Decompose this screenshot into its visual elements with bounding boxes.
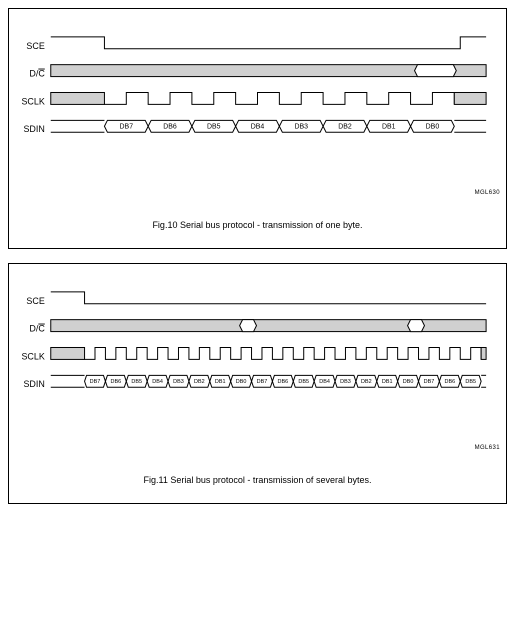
svg-text:SCE: SCE (26, 296, 44, 306)
data-bit-label: DB3 (173, 379, 184, 385)
data-bit-label: DB7 (257, 379, 268, 385)
data-bit-label: DB6 (111, 379, 122, 385)
data-bit-label: DB2 (194, 379, 205, 385)
data-bit-label: DB0 (403, 379, 414, 385)
data-bit-label: DB4 (251, 124, 265, 131)
data-bit-label: DB2 (361, 379, 372, 385)
data-bit-label: DB1 (215, 379, 226, 385)
data-bit-label: DB6 (278, 379, 289, 385)
data-bit-label: DB0 (236, 379, 247, 385)
data-bit-label: DB5 (131, 379, 142, 385)
data-bit-label: DB5 (207, 124, 221, 131)
data-bit-label: DB7 (424, 379, 435, 385)
data-bit-label: DB6 (163, 124, 177, 131)
svg-text:D/C: D/C (29, 323, 45, 333)
data-bit-label: DB7 (90, 379, 101, 385)
figure-11-panel: SCE D/C SCLK SDIN DB7 DB6 DB5 DB4 DB3 DB2 DB1 DB0 DB… (8, 263, 507, 504)
data-bit-label: DB5 (298, 379, 309, 385)
figure-10-caption: Fig.10 Serial bus protocol - transmissio… (9, 196, 506, 248)
data-bit-label: DB6 (445, 379, 456, 385)
svg-text:SCLK: SCLK (21, 96, 44, 106)
data-bit-label: DB0 (426, 124, 440, 131)
svg-text:SCLK: SCLK (21, 351, 44, 361)
data-bit-label: DB7 (120, 124, 134, 131)
figure-11-svg: SCE D/C SCLK SDIN DB7 DB6 DB5 DB4 DB3 DB2 DB1 DB0 DB… (9, 264, 506, 443)
figure-11-refcode: MGL631 (9, 443, 506, 451)
data-bit-label: DB3 (340, 379, 351, 385)
svg-text:SDIN: SDIN (23, 379, 44, 389)
data-bit-label: DB1 (382, 379, 393, 385)
svg-text:SDIN: SDIN (23, 124, 44, 134)
figure-11-timing: SCE D/C SCLK SDIN DB7 DB6 DB5 DB4 DB3 DB2 DB1 DB0 DB… (9, 264, 506, 443)
figure-10-refcode: MGL630 (9, 188, 506, 196)
data-bit-label: DB4 (319, 379, 330, 385)
figure-11-caption: Fig.11 Serial bus protocol - transmissio… (9, 451, 506, 503)
svg-text:D/C: D/C (29, 69, 45, 79)
data-bit-label: DB4 (152, 379, 163, 385)
data-bit-label: DB5 (465, 379, 476, 385)
figure-10-svg: SCE D/C SCLK SDIN DB7 DB6 DB5 DB4 DB3 DB2 DB1 DB0 (9, 9, 506, 188)
data-bit-label: DB2 (338, 124, 352, 131)
data-bit-label: DB3 (294, 124, 308, 131)
figure-10-panel: SCE D/C SCLK SDIN DB7 DB6 DB5 DB4 DB3 DB2 DB1 DB0 M… (8, 8, 507, 249)
svg-text:SCE: SCE (26, 41, 44, 51)
figure-10-timing: SCE D/C SCLK SDIN DB7 DB6 DB5 DB4 DB3 DB2 DB1 DB0 (9, 9, 506, 188)
data-bit-label: DB1 (382, 124, 396, 131)
